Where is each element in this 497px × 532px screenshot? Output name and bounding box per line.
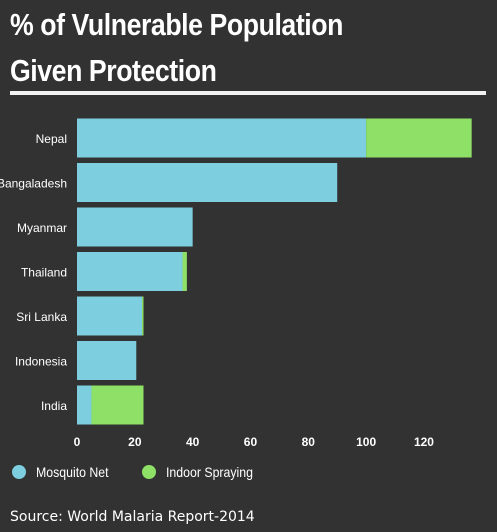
legend-item-mosquito-net[interactable]: Mosquito Net [12,464,118,480]
x-tick-label-100: 100 [356,435,376,449]
category-label-nepal: Nepal [36,132,67,146]
x-tick-label-0: 0 [74,435,81,449]
legend-item-indoor-spraying[interactable]: Indoor Spraying [142,464,265,480]
bar-sri-lanka-indoor-spraying [142,296,144,336]
legend: Mosquito Net Indoor Spraying [12,464,289,480]
bar-thailand-indoor-spraying [182,252,187,291]
category-label-myanmar: Myanmar [17,221,67,235]
x-tick-label-80: 80 [302,435,316,449]
legend-swatch-mosquito-net [12,465,26,479]
category-label-sri-lanka: Sri Lanka [16,310,67,324]
bar-indonesia-mosquito-net [77,341,137,380]
x-tick-label-60: 60 [244,435,258,449]
bar-nepal-mosquito-net [77,118,367,158]
category-label-bangaladesh: Bangaladesh [0,177,67,191]
bar-nepal-indoor-spraying [366,118,472,158]
legend-label-mosquito-net: Mosquito Net [36,464,109,480]
category-label-indonesia: Indonesia [15,355,67,369]
source-note: Source: World Malaria Report-2014 [10,509,255,525]
legend-label-indoor-spraying: Indoor Spraying [166,464,254,480]
chart-title: % of Vulnerable Population Given Protect… [10,2,343,94]
bar-india-indoor-spraying [91,385,144,425]
x-tick-label-40: 40 [186,435,200,449]
category-label-thailand: Thailand [21,266,67,280]
bar-myanmar-mosquito-net [77,207,193,247]
bar-india-mosquito-net [77,385,92,425]
chart-title-line-2: Given Protection [10,53,217,88]
bar-thailand-mosquito-net [77,252,183,291]
x-tick-label-120: 120 [414,435,434,449]
title-divider [10,91,486,95]
chart-title-line-1: % of Vulnerable Population [10,7,343,42]
x-tick-label-20: 20 [128,435,142,449]
category-label-india: India [41,399,67,413]
legend-swatch-indoor-spraying [142,465,157,479]
bar-sri-lanka-mosquito-net [77,296,143,336]
bar-bangaladesh-mosquito-net [77,163,338,202]
bar-chart: Nepal Bangaladesh Myanmar Thailand Sri Lanka… [0,118,472,449]
